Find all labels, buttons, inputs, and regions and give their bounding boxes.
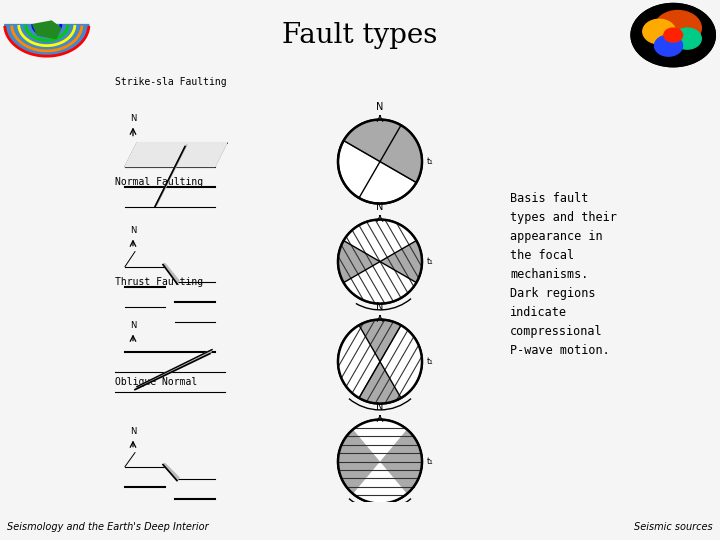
Wedge shape xyxy=(353,420,407,462)
Polygon shape xyxy=(33,21,60,39)
Circle shape xyxy=(654,11,701,46)
Text: Thrust Faulting: Thrust Faulting xyxy=(115,276,203,287)
Circle shape xyxy=(673,28,701,49)
Polygon shape xyxy=(155,145,187,207)
Wedge shape xyxy=(338,325,380,398)
Text: t₁: t₁ xyxy=(427,357,433,366)
Text: N: N xyxy=(377,102,384,112)
Circle shape xyxy=(338,220,422,303)
Polygon shape xyxy=(135,349,212,389)
Text: t₁: t₁ xyxy=(427,157,433,166)
Wedge shape xyxy=(338,220,422,303)
Text: Strike-sla Faulting: Strike-sla Faulting xyxy=(115,77,227,86)
Text: N: N xyxy=(130,321,136,329)
Text: Seismology and the Earth's Deep Interior: Seismology and the Earth's Deep Interior xyxy=(7,522,209,531)
Polygon shape xyxy=(631,4,716,66)
Circle shape xyxy=(664,28,683,42)
Text: Basis fault
types and their
appearance in
the focal
mechanisms.
Dark regions
ind: Basis fault types and their appearance i… xyxy=(510,192,617,356)
Text: Normal Faulting: Normal Faulting xyxy=(115,177,203,187)
Text: Oblique Normal: Oblique Normal xyxy=(115,376,197,387)
Text: N: N xyxy=(130,226,136,234)
Circle shape xyxy=(338,320,422,403)
Circle shape xyxy=(338,119,422,204)
Text: Seismic sources: Seismic sources xyxy=(634,522,713,531)
Circle shape xyxy=(338,420,422,504)
Wedge shape xyxy=(338,420,422,504)
Text: Fault types: Fault types xyxy=(282,22,438,49)
Text: N: N xyxy=(130,113,136,123)
Polygon shape xyxy=(4,25,89,56)
Wedge shape xyxy=(343,261,416,303)
Text: N: N xyxy=(377,402,384,411)
Wedge shape xyxy=(380,325,422,398)
Wedge shape xyxy=(353,462,407,504)
Text: N: N xyxy=(130,427,136,436)
Text: t₁: t₁ xyxy=(427,257,433,266)
Polygon shape xyxy=(163,464,179,481)
Wedge shape xyxy=(338,320,422,403)
Circle shape xyxy=(654,35,683,56)
Wedge shape xyxy=(343,220,416,261)
Polygon shape xyxy=(163,264,179,284)
Text: N: N xyxy=(377,201,384,212)
Polygon shape xyxy=(125,143,227,167)
Wedge shape xyxy=(343,119,422,183)
Text: t₁: t₁ xyxy=(427,457,433,466)
Text: N: N xyxy=(377,302,384,312)
Circle shape xyxy=(643,19,675,44)
